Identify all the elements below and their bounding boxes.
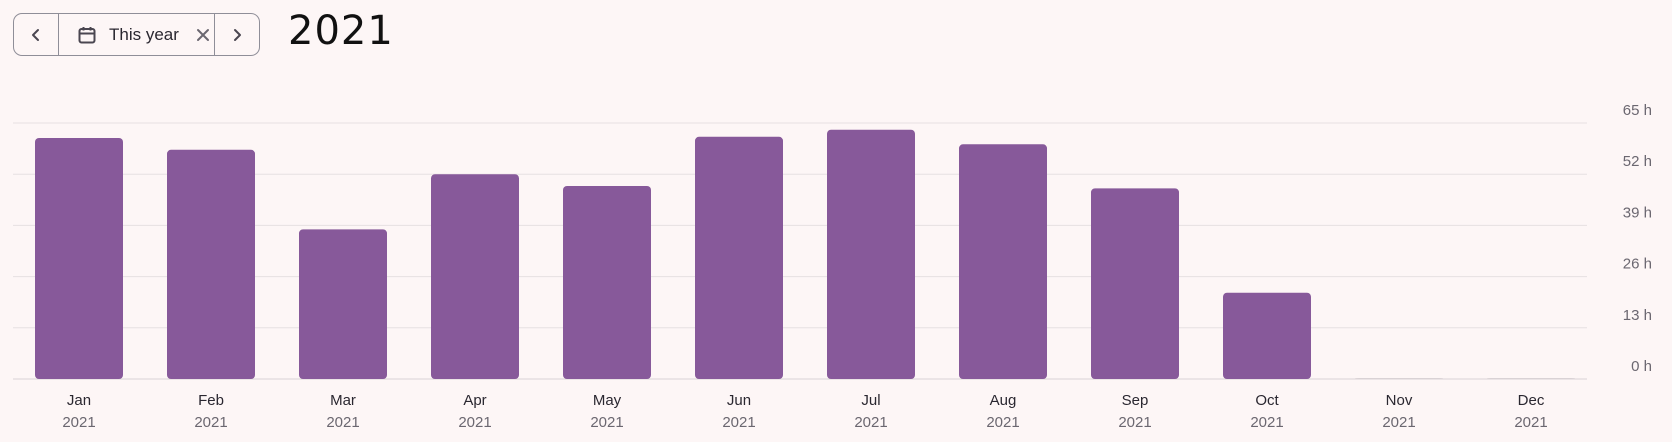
x-tick-label: Oct [1255,392,1279,409]
bar-may[interactable] [563,186,651,379]
y-tick-label: 65 h [1623,102,1652,119]
x-tick-label: Jul [861,392,880,409]
bar-jun[interactable] [695,136,783,379]
y-tick-label: 52 h [1623,153,1652,170]
bar-jul[interactable] [827,129,915,379]
bar-feb[interactable] [167,149,255,379]
x-tick-sublabel: 2021 [1250,414,1283,431]
chevron-right-icon [234,28,241,41]
x-tick-label: Mar [330,392,356,409]
x-tick-sublabel: 2021 [1514,414,1547,431]
y-tick-label: 0 h [1631,358,1652,375]
bar-sep[interactable] [1091,188,1179,379]
date-range-chip[interactable]: This year [59,14,214,55]
x-tick-label: Jun [727,392,751,409]
x-tick-sublabel: 2021 [1382,414,1415,431]
x-tick-label: Dec [1518,392,1545,409]
bar-mar[interactable] [299,229,387,379]
date-range-label: This year [109,24,179,44]
bar-jan[interactable] [35,137,123,379]
next-period-button[interactable] [214,14,259,55]
y-tick-label: 26 h [1623,256,1652,273]
y-tick-label: 39 h [1623,204,1652,221]
x-tick-label: Sep [1122,392,1149,409]
bar-aug[interactable] [959,144,1047,379]
x-tick-label: Nov [1386,392,1413,409]
bars [35,129,1575,379]
x-tick-sublabel: 2021 [1118,414,1151,431]
x-tick-label: Aug [990,392,1017,409]
clear-date-range-button[interactable] [195,27,211,43]
x-tick-sublabel: 2021 [854,414,887,431]
close-icon [196,28,209,41]
x-tick-label: Jan [67,392,91,409]
page-title: 2021 [288,8,394,54]
previous-period-button[interactable] [14,14,59,55]
y-tick-label: 13 h [1623,307,1652,324]
chevron-left-icon [32,28,39,41]
x-tick-sublabel: 2021 [326,414,359,431]
x-tick-label: Feb [198,392,224,409]
x-tick-sublabel: 2021 [458,414,491,431]
y-axis-ticks: 0 h 13 h 26 h 39 h 52 h 65 h [1623,102,1652,375]
x-tick-sublabel: 2021 [722,414,755,431]
x-tick-label: May [593,392,622,409]
x-tick-sublabel: 2021 [986,414,1019,431]
x-tick-sublabel: 2021 [590,414,623,431]
x-tick-sublabel: 2021 [62,414,95,431]
date-range-navigator: This year [13,13,260,56]
x-tick-label: Apr [463,392,486,409]
bar-apr[interactable] [431,174,519,379]
grid-lines [13,122,1587,380]
x-tick-sublabel: 2021 [194,414,227,431]
calendar-icon [78,26,96,43]
x-axis-labels: Jan 2021 Feb 2021 Mar 2021 Apr 2021 May 2021 Jun 20… [62,392,1547,431]
bar-oct[interactable] [1223,292,1311,379]
bar-dec[interactable] [1487,378,1575,379]
bar-nov[interactable] [1355,378,1443,379]
